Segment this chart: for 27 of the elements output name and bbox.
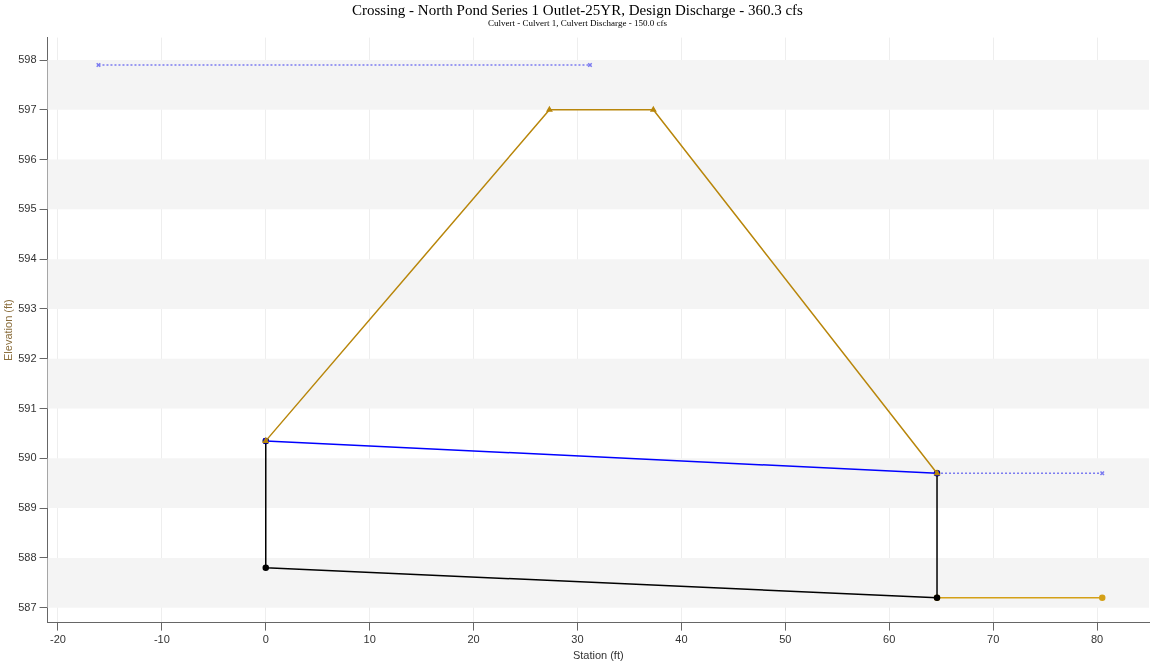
chart-subtitle: Culvert - Culvert 1, Culvert Discharge - 150.0 cfs <box>487 18 668 28</box>
x-tick-label: 40 <box>675 633 688 646</box>
x-axis-title: Station (ft) <box>572 649 624 662</box>
x-tick-label: 20 <box>467 633 480 646</box>
x-tick-label: 50 <box>779 633 792 646</box>
y-tick-label: 589 <box>18 501 37 514</box>
y-tick-label: 587 <box>18 600 37 613</box>
x-tick-label: -20 <box>49 633 66 646</box>
y-tick-label: 588 <box>18 550 37 563</box>
y-tick-label: 596 <box>18 152 37 165</box>
y-tick-label: 597 <box>18 102 37 115</box>
y-tick-label: 591 <box>18 401 37 414</box>
x-tick-label: 80 <box>1090 633 1104 646</box>
y-tick-label: 592 <box>18 351 37 364</box>
y-axis-title: Elevation (ft) <box>1 299 14 361</box>
y-tick-label: 593 <box>18 301 37 314</box>
x-tick-label: 60 <box>883 633 896 646</box>
x-tick-label: 0 <box>262 633 269 646</box>
y-tick-label: 595 <box>18 202 37 215</box>
x-tick-label: 70 <box>987 633 1000 646</box>
x-tick-label: 10 <box>363 633 376 646</box>
y-tick-label: 598 <box>18 53 37 66</box>
x-tick-label: 30 <box>571 633 584 646</box>
chart-title: Crossing - North Pond Series 1 Outlet-25YR, Design Discharge - 360.3 cfs <box>351 2 804 18</box>
y-tick-label: 590 <box>18 451 37 464</box>
x-tick-label: -10 <box>153 633 170 646</box>
y-tick-label: 594 <box>18 252 37 265</box>
